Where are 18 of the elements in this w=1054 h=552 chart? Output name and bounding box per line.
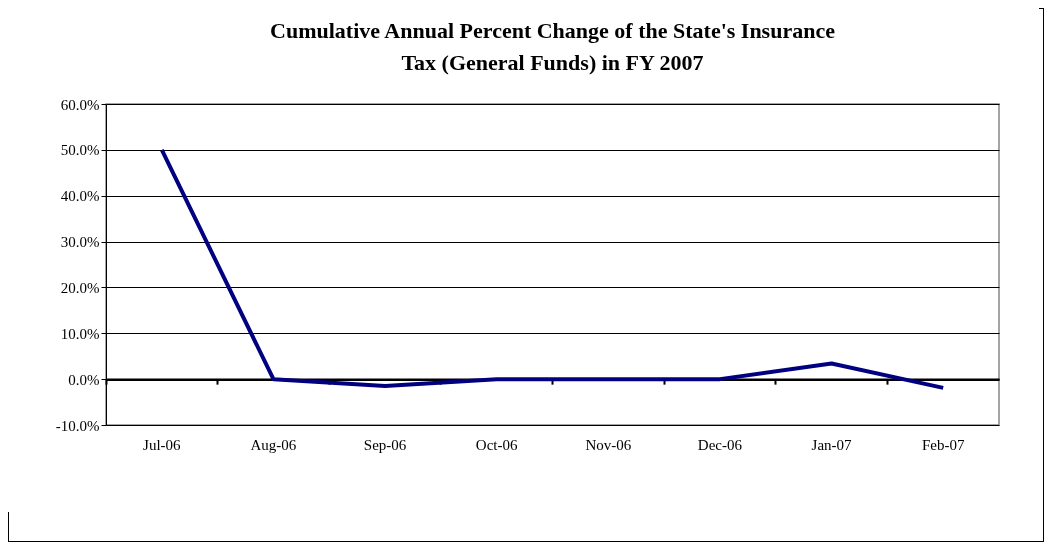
chart-title: Cumulative Annual Percent Change of the State's Insurance Tax (General Funds) in FY 2007 [270,18,836,75]
x-tick-label: Jan-07 [811,436,853,453]
x-tick-label: Oct-06 [475,436,519,453]
y-tick-label: 10.0% [60,325,100,342]
x-tick-label: Jul-06 [143,436,182,453]
x-tick-label: Feb-07 [921,436,965,453]
y-tick-label: 30.0% [60,234,100,251]
line-series [159,147,946,390]
x-tick-label: Nov-06 [585,436,632,453]
y-tick-label: 50.0% [60,142,100,159]
x-tick-label: Dec-06 [697,436,743,453]
y-tick-label: -10.0% [55,417,100,434]
y-tick-label: 60.0% [60,96,100,113]
x-tick-label: Sep-06 [363,436,407,453]
y-tick-label: 20.0% [60,279,100,296]
y-tick-label: 0.0% [68,371,100,388]
y-tick-label: 40.0% [60,188,100,205]
x-tick-label: Aug-06 [250,436,297,453]
